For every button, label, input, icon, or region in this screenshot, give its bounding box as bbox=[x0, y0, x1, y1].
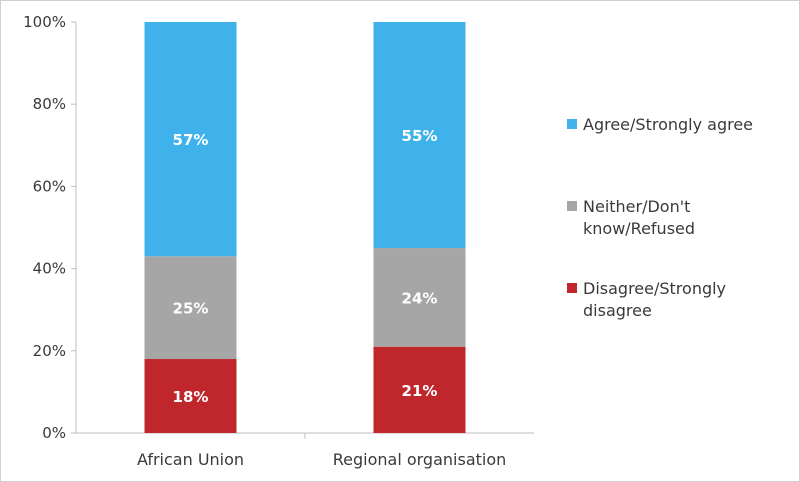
y-tick-label: 80% bbox=[33, 95, 66, 113]
legend-label-line: Neither/Don't bbox=[583, 197, 690, 216]
legend-label-line: Agree/Strongly agree bbox=[583, 115, 753, 134]
x-category-label-regional-organisation: Regional organisation bbox=[333, 450, 507, 469]
bar-agree-strongly-agree-african-union bbox=[144, 22, 237, 257]
bar-disagree-strongly-disagree-regional-organisation bbox=[373, 346, 466, 433]
legend-label-line: Disagree/Strongly bbox=[583, 279, 726, 298]
data-label-neither-don-t-know-refused-regional-organisation: 24% bbox=[402, 289, 438, 307]
bar-disagree-strongly-disagree-african-union bbox=[144, 359, 237, 433]
legend-swatch-disagree-strongly-disagree bbox=[567, 283, 577, 293]
legend-label-line: know/Refused bbox=[583, 219, 695, 238]
bars: 18% 25% 57% 21% 24% 55% bbox=[144, 22, 466, 433]
y-tick-label: 20% bbox=[33, 342, 66, 360]
y-tick-label: 0% bbox=[42, 424, 66, 442]
legend-swatch-neither-don-t-know-refused bbox=[567, 201, 577, 211]
legend-label-line: disagree bbox=[583, 301, 652, 320]
y-tick-label: 40% bbox=[33, 260, 66, 278]
x-category-label-african-union: African Union bbox=[137, 450, 244, 469]
data-label-agree-strongly-agree-regional-organisation: 55% bbox=[402, 127, 438, 145]
legend-swatch-agree-strongly-agree bbox=[567, 119, 577, 129]
legend-label-agree-strongly-agree: Agree/Strongly agree bbox=[583, 115, 753, 134]
data-label-neither-don-t-know-refused-african-union: 25% bbox=[173, 300, 209, 318]
data-label-disagree-strongly-disagree-african-union: 18% bbox=[173, 388, 209, 406]
bar-neither-don-t-know-refused-african-union bbox=[144, 256, 237, 360]
legend-label-disagree-strongly-disagree: Disagree/Strongly disagree bbox=[583, 279, 726, 320]
legend: Agree/Strongly agree Neither/Don't know/Re… bbox=[567, 115, 753, 320]
bar-agree-strongly-agree-regional-organisation bbox=[373, 22, 466, 249]
x-axis: African Union Regional organisation bbox=[76, 432, 534, 469]
y-tick-label: 100% bbox=[23, 13, 66, 31]
data-label-agree-strongly-agree-african-union: 57% bbox=[173, 131, 209, 149]
data-label-disagree-strongly-disagree-regional-organisation: 21% bbox=[402, 382, 438, 400]
y-axis: 0% 20% 40% 60% 80% 100% bbox=[23, 13, 77, 442]
legend-label-neither-don-t-know-refused: Neither/Don't know/Refused bbox=[583, 197, 695, 238]
y-tick-label: 60% bbox=[33, 177, 66, 195]
bar-neither-don-t-know-refused-regional-organisation bbox=[373, 248, 466, 347]
